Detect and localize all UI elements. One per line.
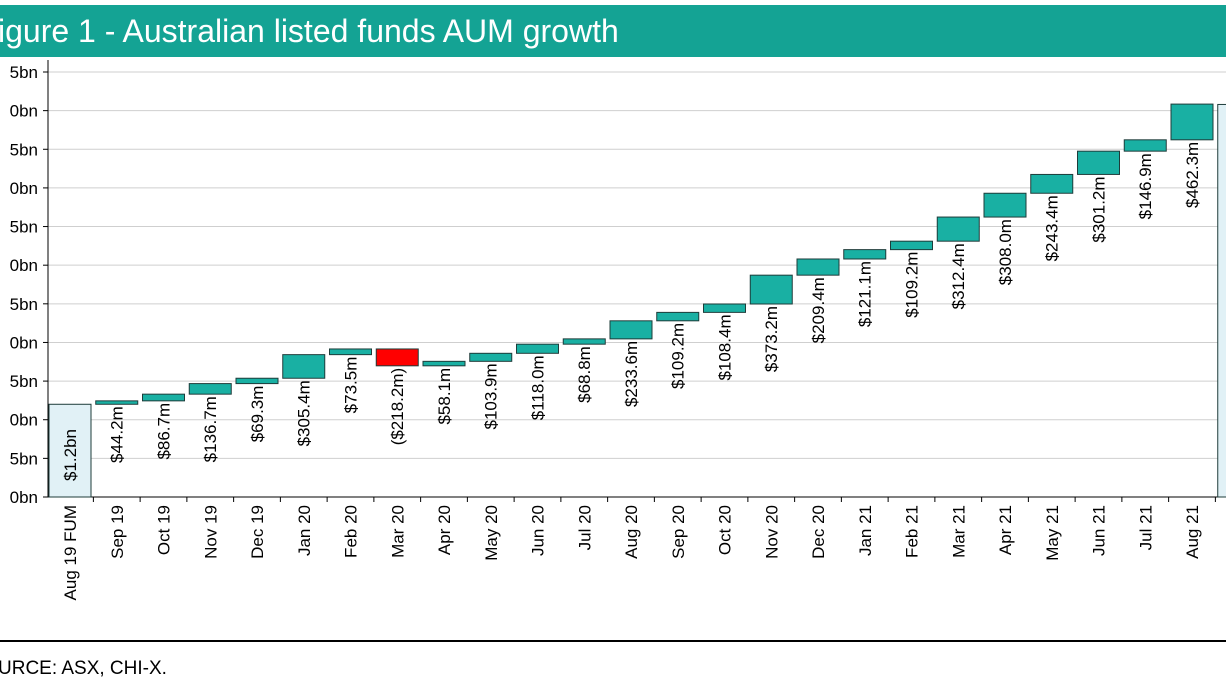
value-label: $373.2m — [762, 306, 781, 372]
x-tick-label: May 20 — [482, 505, 501, 561]
bar — [188, 383, 232, 395]
value-label: $1.2bn — [61, 429, 80, 481]
y-tick-label: 5bn — [10, 218, 38, 237]
y-tick-label: 0bn — [10, 411, 38, 430]
value-label: $68.8m — [575, 346, 594, 403]
title-bar — [0, 5, 1226, 57]
value-label: $103.9m — [482, 363, 501, 429]
value-label: $86.7m — [155, 403, 174, 460]
y-tick-label: 5bn — [10, 295, 38, 314]
bar — [796, 258, 840, 276]
x-tick-label: Jan 20 — [295, 505, 314, 556]
y-tick-label: 0bn — [10, 179, 38, 198]
bar — [890, 240, 933, 251]
value-label: $209.4m — [809, 277, 828, 343]
value-label: $121.1m — [856, 261, 875, 327]
x-tick-label: Nov 19 — [201, 505, 220, 559]
bar — [422, 360, 466, 367]
value-label: $243.4m — [1043, 195, 1062, 261]
value-label: $305.4m — [295, 380, 314, 446]
value-label: $109.2m — [669, 323, 688, 389]
bar — [703, 303, 746, 313]
bar — [1217, 103, 1226, 498]
bar — [749, 274, 793, 305]
bar — [1030, 173, 1074, 194]
bar — [656, 311, 700, 322]
x-tick-label: Aug 19 FUM — [61, 505, 80, 600]
bar — [936, 216, 980, 242]
value-label: $301.2m — [1090, 176, 1109, 242]
value-label: $108.4m — [716, 314, 735, 380]
x-tick-label: May 21 — [1043, 505, 1062, 561]
y-tick-label: 5bn — [10, 63, 38, 82]
value-label: ($218.2m) — [388, 368, 407, 445]
x-tick-label: Feb 20 — [342, 505, 361, 558]
bar — [1077, 150, 1120, 175]
x-tick-label: Mar 20 — [388, 505, 407, 558]
x-tick-label: Jan 21 — [856, 505, 875, 556]
value-label: $312.4m — [949, 243, 968, 309]
y-tick-label: 5bn — [10, 140, 38, 159]
x-tick-label: Apr 21 — [996, 505, 1015, 555]
value-label: $118.0m — [529, 355, 548, 420]
x-tick-label: Dec 20 — [809, 505, 828, 559]
value-label: $44.2m — [108, 406, 127, 463]
bar — [95, 400, 139, 405]
bar — [142, 393, 185, 402]
value-label: $308.0m — [996, 219, 1015, 285]
y-tick-label: 0bn — [10, 488, 38, 507]
bar — [983, 192, 1027, 218]
value-label: $58.1m — [435, 368, 454, 425]
bar — [1123, 139, 1167, 152]
value-label: $109.2m — [903, 252, 922, 318]
value-label: $146.9m — [1136, 153, 1155, 219]
bar — [48, 403, 92, 498]
y-tick-label: 0bn — [10, 102, 38, 121]
x-tick-label: Jun 20 — [529, 505, 548, 556]
source-note: URCE: ASX, CHI-X. — [0, 658, 167, 679]
value-label: $136.7m — [201, 396, 220, 462]
x-tick-label: Aug 20 — [622, 505, 641, 559]
bar — [609, 320, 653, 340]
x-tick-label: Sep 19 — [108, 505, 127, 559]
bar — [843, 249, 887, 260]
value-label: $462.3m — [1183, 142, 1202, 208]
y-tick-label: 0bn — [10, 256, 38, 275]
bar — [375, 348, 419, 367]
x-tick-label: Nov 20 — [762, 505, 781, 559]
x-tick-label: Apr 20 — [435, 505, 454, 555]
value-label: $73.5m — [342, 357, 361, 414]
bar — [329, 348, 372, 356]
bar — [469, 352, 513, 362]
value-label: $233.6m — [622, 341, 641, 407]
x-tick-label: Oct 20 — [716, 505, 735, 555]
value-label: $69.3m — [248, 386, 267, 443]
x-tick-label: Mar 21 — [949, 505, 968, 558]
bar — [562, 338, 606, 345]
x-tick-label: Dec 19 — [248, 505, 267, 559]
y-tick-label: 5bn — [10, 449, 38, 468]
x-tick-label: Jun 21 — [1090, 505, 1109, 556]
chart-title: igure 1 - Australian listed funds AUM gr… — [0, 13, 619, 49]
y-tick-label: 0bn — [10, 333, 38, 352]
x-tick-label: Oct 19 — [155, 505, 174, 555]
x-tick-label: Jul 20 — [575, 505, 594, 550]
bar — [235, 377, 279, 385]
x-tick-label: Sep 20 — [669, 505, 688, 559]
x-tick-label: Feb 21 — [903, 505, 922, 558]
bar — [282, 354, 326, 379]
x-tick-label: Aug 21 — [1183, 505, 1202, 559]
y-tick-label: 5bn — [10, 372, 38, 391]
x-tick-label: Jul 21 — [1136, 505, 1155, 550]
bar — [1170, 103, 1214, 141]
bar — [516, 343, 559, 354]
